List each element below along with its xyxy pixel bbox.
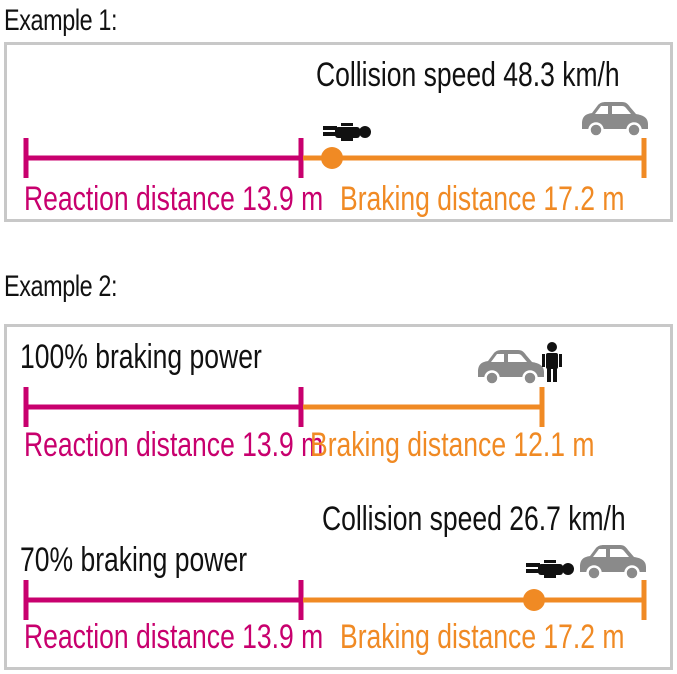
example1-reaction-label: Reaction distance 13.9 m [24,180,324,218]
example1-heading: Example 1: [4,4,118,37]
case70-braking-label: Braking distance 17.2 m [340,618,625,656]
case100-title: 100% braking power [20,338,262,376]
example1-distance-line [23,100,650,178]
case70-title: 70% braking power [20,541,248,579]
example2-heading: Example 2: [4,270,118,303]
case70-collision-label: Collision speed 26.7 km/h [322,500,626,538]
example1-braking-label: Braking distance 17.2 m [340,180,625,218]
example1-collision-label: Collision speed 48.3 km/h [316,56,620,94]
case70-reaction-label: Reaction distance 13.9 m [24,618,324,656]
case100-braking-label: Braking distance 12.1 m [310,426,595,464]
example2-panel [4,324,673,670]
case100-reaction-label: Reaction distance 13.9 m [24,426,324,464]
case70-distance-line [23,543,648,620]
case100-distance-line [23,342,562,427]
